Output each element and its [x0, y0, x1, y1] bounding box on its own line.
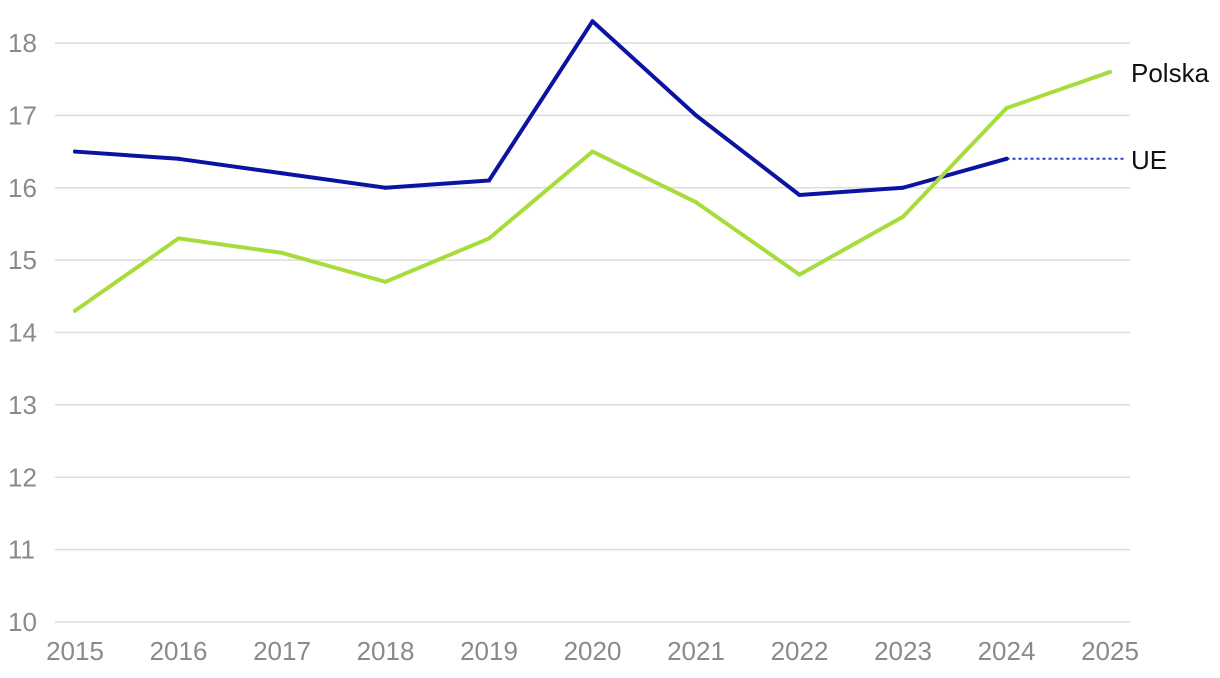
y-tick-label: 12	[8, 462, 37, 492]
data-point-polska	[487, 236, 491, 241]
data-point-ue	[73, 149, 77, 154]
y-tick-label: 17	[8, 100, 37, 130]
data-point-polska	[280, 250, 284, 255]
x-tick-label: 2019	[460, 636, 518, 666]
x-tick-label: 2017	[253, 636, 311, 666]
y-tick-label: 13	[8, 390, 37, 420]
series-label-ue: UE	[1131, 145, 1167, 175]
gridlines	[55, 42, 1130, 623]
series-line-polska	[73, 69, 1112, 313]
data-point-ue	[901, 185, 905, 190]
y-tick-label: 11	[8, 535, 35, 565]
series-labels: UE Polska	[1131, 58, 1210, 175]
data-point-polska	[73, 308, 77, 313]
x-tick-label: 2022	[771, 636, 829, 666]
data-point-polska	[383, 279, 388, 284]
data-point-polska	[590, 149, 595, 154]
y-tick-label: 16	[8, 173, 37, 203]
y-tick-label: 10	[8, 607, 37, 637]
x-tick-label: 2016	[150, 636, 208, 666]
data-point-polska	[797, 272, 802, 277]
data-point-ue	[176, 156, 181, 161]
data-point-ue	[694, 113, 698, 118]
data-point-polska	[176, 236, 181, 241]
y-axis-ticks: 10 11 12 13 14 15 16 17 18	[8, 28, 37, 637]
data-point-polska	[901, 214, 905, 219]
data-point-polska	[1004, 106, 1009, 111]
x-axis-ticks: 2015 2016 2017 2018 2019 2020 2021 2022 2023 2024…	[46, 636, 1139, 666]
x-tick-label: 2023	[874, 636, 932, 666]
series-line-ue	[73, 19, 1009, 197]
data-point-polska	[694, 200, 698, 205]
data-point-ue	[797, 192, 802, 197]
series-points	[73, 19, 1112, 313]
data-point-ue	[1004, 156, 1009, 161]
x-tick-label: 2020	[564, 636, 622, 666]
data-point-ue	[383, 185, 388, 190]
x-tick-label: 2021	[667, 636, 725, 666]
y-tick-label: 14	[8, 318, 37, 348]
data-point-ue	[280, 171, 284, 176]
data-point-ue	[590, 19, 595, 24]
x-tick-label: 2015	[46, 636, 104, 666]
x-tick-label: 2018	[357, 636, 415, 666]
series-label-polska: Polska	[1131, 58, 1210, 88]
series-lines	[73, 19, 1125, 313]
data-point-ue	[487, 178, 491, 183]
x-tick-label: 2025	[1081, 636, 1139, 666]
y-tick-label: 18	[8, 28, 37, 58]
y-tick-label: 15	[8, 245, 37, 275]
x-tick-label: 2024	[978, 636, 1036, 666]
data-point-polska	[1108, 69, 1112, 74]
